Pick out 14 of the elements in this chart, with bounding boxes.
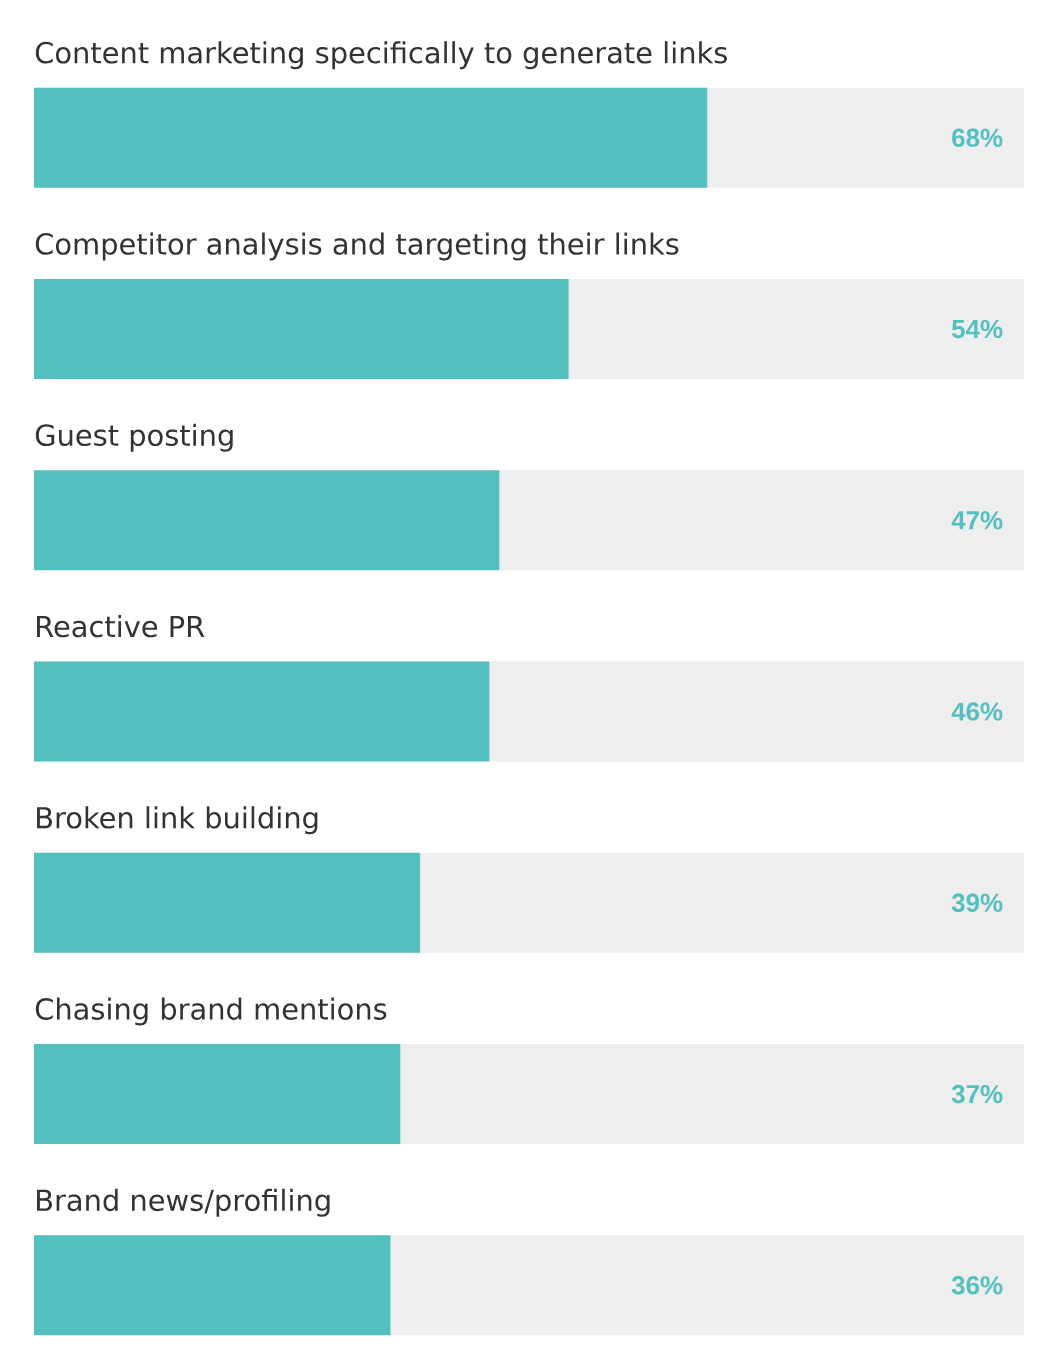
data-label: 47% [951, 511, 1003, 530]
data-label: 54% [951, 319, 1003, 339]
data-label: 39% [951, 893, 1003, 912]
y-tick-label: Competitor analysis and targeting their links [35, 232, 679, 261]
y-tick-label: Brand news/profiling [37, 1188, 330, 1217]
data-label: 36% [951, 1276, 1003, 1295]
y-tick-label: Reactive PR [37, 615, 205, 638]
y-tick-label: Content marketing specifically to generate links [35, 41, 727, 70]
data-label: 37% [951, 1084, 1003, 1104]
y-tick-label: Broken link building [37, 806, 318, 835]
y-tick-label: Guest posting [35, 423, 233, 452]
data-label: 68% [952, 128, 1003, 147]
y-tick-label: Chasing brand mentions [35, 997, 387, 1026]
data-label: 46% [951, 702, 1003, 721]
